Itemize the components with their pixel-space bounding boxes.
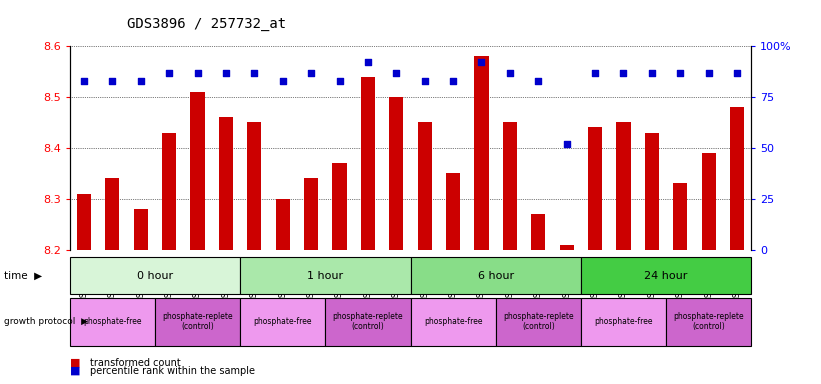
Point bbox=[106, 78, 119, 84]
Text: phosphate-free: phosphate-free bbox=[594, 317, 653, 326]
Point bbox=[219, 70, 232, 76]
Bar bbox=[241, 298, 325, 346]
Bar bbox=[155, 298, 241, 346]
Point bbox=[134, 78, 147, 84]
Point bbox=[163, 70, 176, 76]
Text: 24 hour: 24 hour bbox=[644, 270, 688, 281]
Point bbox=[731, 70, 744, 76]
Bar bbox=[219, 117, 233, 250]
Bar bbox=[502, 122, 517, 250]
Bar bbox=[389, 97, 403, 250]
Text: transformed count: transformed count bbox=[90, 358, 181, 368]
Point bbox=[475, 59, 488, 65]
Bar bbox=[581, 257, 751, 294]
Point bbox=[191, 70, 204, 76]
Bar bbox=[304, 178, 319, 250]
Bar bbox=[617, 122, 631, 250]
Point bbox=[305, 70, 318, 76]
Point bbox=[503, 70, 516, 76]
Bar bbox=[644, 132, 659, 250]
Text: phosphate-free: phosphate-free bbox=[254, 317, 312, 326]
Bar bbox=[333, 163, 346, 250]
Point bbox=[532, 78, 545, 84]
Bar bbox=[410, 257, 581, 294]
Bar bbox=[701, 153, 716, 250]
Bar bbox=[666, 298, 751, 346]
Text: percentile rank within the sample: percentile rank within the sample bbox=[90, 366, 255, 376]
Bar bbox=[162, 132, 177, 250]
Point bbox=[617, 70, 630, 76]
Bar bbox=[496, 298, 581, 346]
Bar bbox=[247, 122, 261, 250]
Bar bbox=[70, 298, 155, 346]
Bar bbox=[190, 92, 204, 250]
Bar bbox=[325, 298, 410, 346]
Text: phosphate-free: phosphate-free bbox=[424, 317, 483, 326]
Bar bbox=[531, 214, 545, 250]
Bar bbox=[581, 298, 666, 346]
Point bbox=[560, 141, 573, 147]
Point bbox=[333, 78, 346, 84]
Point bbox=[276, 78, 289, 84]
Point bbox=[361, 59, 374, 65]
Bar bbox=[475, 56, 488, 250]
Text: growth protocol  ▶: growth protocol ▶ bbox=[4, 317, 88, 326]
Text: phosphate-replete
(control): phosphate-replete (control) bbox=[673, 312, 744, 331]
Bar bbox=[560, 245, 574, 250]
Bar bbox=[446, 173, 461, 250]
Text: time  ▶: time ▶ bbox=[4, 270, 42, 281]
Text: 6 hour: 6 hour bbox=[478, 270, 514, 281]
Bar bbox=[418, 122, 432, 250]
Point bbox=[447, 78, 460, 84]
Point bbox=[418, 78, 431, 84]
Bar bbox=[276, 199, 290, 250]
Bar bbox=[588, 127, 602, 250]
Text: phosphate-replete
(control): phosphate-replete (control) bbox=[503, 312, 574, 331]
Bar bbox=[241, 257, 410, 294]
Bar bbox=[105, 178, 120, 250]
Text: ■: ■ bbox=[70, 358, 80, 368]
Bar bbox=[360, 77, 375, 250]
Text: GDS3896 / 257732_at: GDS3896 / 257732_at bbox=[127, 17, 287, 31]
Text: phosphate-replete
(control): phosphate-replete (control) bbox=[333, 312, 403, 331]
Text: phosphate-free: phosphate-free bbox=[83, 317, 142, 326]
Point bbox=[645, 70, 658, 76]
Point bbox=[77, 78, 90, 84]
Bar bbox=[134, 209, 148, 250]
Text: phosphate-replete
(control): phosphate-replete (control) bbox=[163, 312, 233, 331]
Bar bbox=[410, 298, 496, 346]
Bar bbox=[77, 194, 91, 250]
Bar bbox=[730, 107, 744, 250]
Bar bbox=[673, 184, 687, 250]
Text: 1 hour: 1 hour bbox=[307, 270, 343, 281]
Bar bbox=[70, 257, 241, 294]
Point bbox=[390, 70, 403, 76]
Point bbox=[589, 70, 602, 76]
Text: 0 hour: 0 hour bbox=[137, 270, 173, 281]
Point bbox=[702, 70, 715, 76]
Point bbox=[248, 70, 261, 76]
Text: ■: ■ bbox=[70, 366, 80, 376]
Point bbox=[674, 70, 687, 76]
